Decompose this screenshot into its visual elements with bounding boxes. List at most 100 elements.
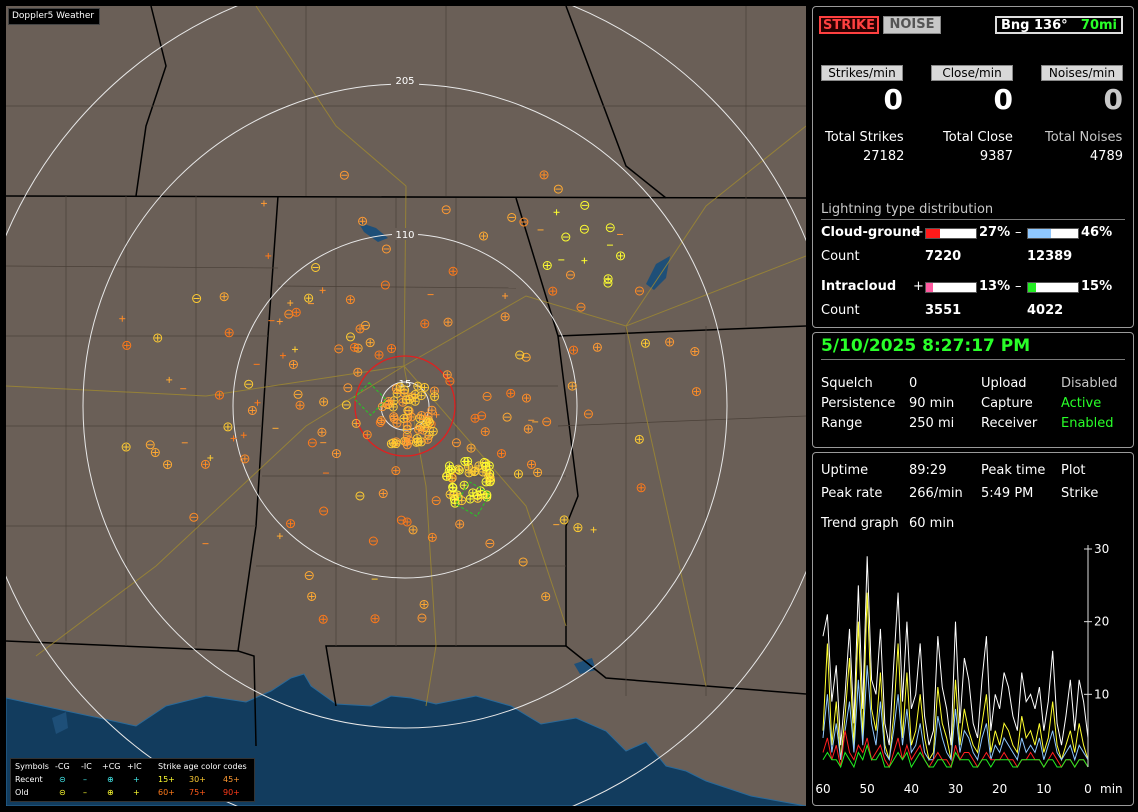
noises-per-min-button[interactable]: Noises/min xyxy=(1041,65,1123,81)
total-close-value: 9387 xyxy=(979,149,1013,164)
upload-value[interactable]: Disabled xyxy=(1061,376,1118,391)
ic-pos-bar xyxy=(925,282,977,293)
strike-symbol xyxy=(207,454,214,461)
strike-symbol xyxy=(150,448,160,458)
strike-symbol xyxy=(502,412,512,422)
strike-symbol xyxy=(442,370,452,380)
strike-symbol xyxy=(401,395,411,405)
strike-symbol xyxy=(223,422,233,432)
strike-symbol xyxy=(318,614,328,624)
strike-symbol xyxy=(542,417,552,427)
lightning-map[interactable]: 205 110 15 Doppler5 Weather Symbols -CG … xyxy=(6,6,806,806)
strike-symbol xyxy=(450,498,460,508)
strike-symbol xyxy=(355,491,365,501)
total-noises-value: 4789 xyxy=(1089,149,1123,164)
ring-label-15: 15 xyxy=(399,379,412,390)
ring-label-110: 110 xyxy=(395,230,414,241)
strike-symbol xyxy=(576,302,586,312)
strike-symbol xyxy=(307,591,317,601)
trend-x-tick-label: 0 xyxy=(1084,782,1092,796)
strike-symbol xyxy=(496,449,506,459)
strike-symbol xyxy=(284,309,294,319)
strikes-per-min-button[interactable]: Strikes/min xyxy=(821,65,903,81)
strike-symbol xyxy=(391,466,401,476)
trend-panel: Uptime 89:29 Peak time 5:49 PM Plot Stri… xyxy=(812,452,1134,806)
strike-symbol xyxy=(539,170,549,180)
strike-symbol xyxy=(417,613,427,623)
total-close-label: Total Close xyxy=(943,130,1013,145)
age-code-45: 45+ xyxy=(223,775,240,784)
lake-1 xyxy=(358,222,388,242)
ic-neg-count: 4022 xyxy=(1027,303,1064,318)
status-panel: 5/10/2025 8:27:17 PM Squelch 0 Upload Di… xyxy=(812,332,1134,448)
strike-symbol xyxy=(515,350,525,360)
persistence-value: 90 min xyxy=(909,396,955,411)
range-label: 70mi xyxy=(1080,18,1117,33)
strike-symbol xyxy=(304,293,314,303)
strike-symbol xyxy=(319,287,326,294)
strike-symbol xyxy=(355,324,365,334)
strike-symbol xyxy=(192,294,202,304)
peak-time-label: Peak time xyxy=(981,463,1046,478)
strike-symbol xyxy=(431,496,441,506)
strike-symbol xyxy=(319,506,329,516)
strike-symbol xyxy=(401,437,411,447)
strike-symbol xyxy=(605,223,615,233)
strike-symbol xyxy=(317,427,327,437)
intracloud-label: Intracloud xyxy=(821,279,897,294)
strike-symbol xyxy=(635,286,645,296)
strike-symbol xyxy=(413,381,423,391)
peak-rate-label: Peak rate xyxy=(821,486,883,501)
strike-symbol xyxy=(240,454,250,464)
close-per-min-button[interactable]: Close/min xyxy=(931,65,1013,81)
strike-symbol xyxy=(334,344,344,354)
strike-symbol xyxy=(410,390,420,400)
strike-symbol xyxy=(513,469,523,479)
trend-series-line xyxy=(822,743,1089,769)
strike-symbol xyxy=(542,260,552,270)
range-label-status: Range xyxy=(821,416,863,431)
strike-symbol xyxy=(479,231,489,241)
strike-symbol xyxy=(374,350,384,360)
plot-value[interactable]: Strike xyxy=(1061,486,1099,501)
strike-symbol xyxy=(448,266,458,276)
strike-symbol xyxy=(592,342,602,352)
pos-cg-old-icon: ⊕ xyxy=(107,788,114,797)
strike-symbol xyxy=(279,352,286,359)
strike-symbol xyxy=(214,390,224,400)
persistence-label: Persistence xyxy=(821,396,896,411)
strike-symbol xyxy=(381,244,391,254)
strike-symbol xyxy=(459,480,469,490)
strike-button[interactable]: STRIKE xyxy=(819,16,879,34)
highways xyxy=(6,6,806,707)
close-range-ring xyxy=(354,355,456,457)
strike-symbol xyxy=(665,337,675,347)
strike-symbol xyxy=(291,346,298,353)
trend-x-ticks: 60 50 40 30 20 10 0 xyxy=(815,782,1091,796)
strike-symbol xyxy=(521,393,531,403)
state-lines xyxy=(6,6,806,747)
trend-y-tick-label: 30 xyxy=(1094,542,1109,556)
noise-button[interactable]: NOISE xyxy=(883,16,941,34)
squelch-label: Squelch xyxy=(821,376,873,391)
strike-symbol xyxy=(518,557,528,567)
bay-detail xyxy=(281,676,308,708)
strike-symbol xyxy=(451,438,461,448)
strike-symbol xyxy=(163,460,173,470)
receiver-label: Receiver xyxy=(981,416,1038,431)
strike-symbol xyxy=(276,318,283,325)
ic-count-label: Count xyxy=(821,303,860,318)
strike-symbol xyxy=(447,473,457,483)
trend-x-tick-label: 50 xyxy=(860,782,875,796)
ic-pos-sign: + xyxy=(913,279,924,294)
strike-symbol xyxy=(358,216,368,226)
capture-value[interactable]: Active xyxy=(1061,396,1102,411)
uptime-label: Uptime xyxy=(821,463,869,478)
receiver-value[interactable]: Enabled xyxy=(1061,416,1114,431)
strike-symbol xyxy=(291,307,301,317)
symbol-legend: Symbols -CG -IC +CG +IC Strike age color… xyxy=(10,758,255,802)
close-per-min-value: 0 xyxy=(993,83,1013,116)
strike-symbol xyxy=(690,347,700,357)
age-code-15: 15+ xyxy=(158,775,175,784)
ic-pos-count: 3551 xyxy=(925,303,962,318)
